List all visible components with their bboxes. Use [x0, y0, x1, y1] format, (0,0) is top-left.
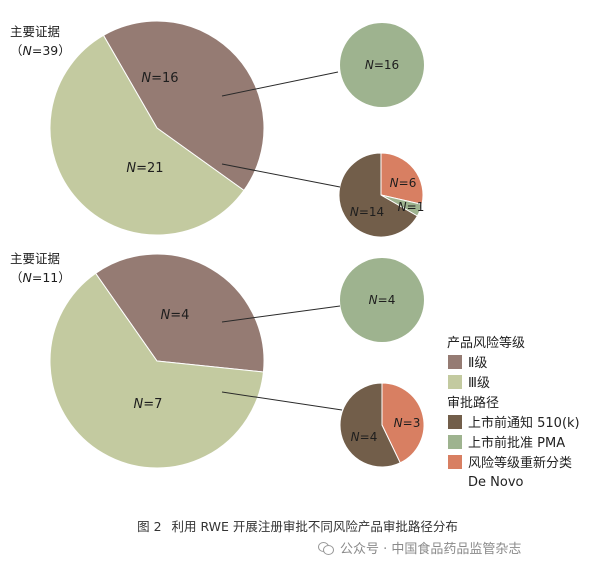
- pie-4-slice-1: [94, 253, 265, 373]
- connector-line-2: [221, 163, 341, 188]
- group-label-count-3: （N=11）: [10, 270, 71, 285]
- pie-chart-2: N=16: [340, 23, 424, 107]
- group-label-title-0: 主要证据: [10, 24, 60, 39]
- pie-chart-6: N=3 N=4: [339, 382, 425, 468]
- pie-5-slice-1: [340, 258, 424, 342]
- pie-1-slice-1: [102, 20, 265, 192]
- pie-2-slice-1: [340, 23, 424, 107]
- group-label-count-0: （N=39）: [10, 43, 71, 58]
- legend-swatch-510k: [448, 415, 462, 429]
- legend-swatch-pma: [448, 435, 462, 449]
- pie-6-slice-2: [339, 382, 401, 468]
- legend-swatch-class-ii: [448, 355, 462, 369]
- pie-charts: N=16 N=21 N=16 N=6 N=1 N=14 N=4 N=7 N=4 N=3 N=4 主要证…: [10, 20, 425, 469]
- connector-line-1: [221, 71, 339, 97]
- pie-3-slice-3-label: N=14: [350, 205, 384, 219]
- pie-1-slice-1-label: N=16: [141, 71, 178, 86]
- pie-4-slice-1-label: N=4: [161, 308, 190, 323]
- legend-label-denovo: 风险等级重新分类: [468, 455, 572, 471]
- wechat-icon: [318, 541, 334, 555]
- pie-6-slice-1: [381, 382, 425, 464]
- pie-4-slice-2: [49, 272, 264, 469]
- legend-label-510k: 上市前通知 510(k): [468, 415, 580, 431]
- pie-chart-4: N=4 N=7: [49, 253, 265, 469]
- pie-1-slice-2: [49, 34, 245, 236]
- pie-1-slice-2-label: N=21: [126, 161, 163, 176]
- legend-label-class-ii: Ⅱ级: [468, 356, 487, 371]
- pie-6-slice-1-label: N=3: [394, 416, 421, 430]
- pie-3-slice-2-label: N=1: [398, 200, 425, 214]
- figure-caption: 图 2 利用 RWE 开展注册审批不同风险产品审批路径分布: [0, 516, 595, 535]
- caption-number: 图 2: [137, 519, 162, 534]
- pie-chart-1: N=16 N=21: [49, 20, 265, 236]
- pie-6-slice-2-label: N=4: [351, 430, 378, 444]
- legend-swatch-denovo: [448, 455, 462, 469]
- pie-3-slice-3: [338, 152, 419, 238]
- legend-label-denovo-en: De Novo: [468, 475, 524, 490]
- watermark: 公众号 · 中国食品药品监管杂志: [318, 538, 521, 557]
- connector-line-3: [221, 305, 341, 323]
- pie-chart-5: N=4: [340, 258, 424, 342]
- pie-2-slice-1-label: N=16: [365, 58, 399, 72]
- caption-text: 利用 RWE 开展注册审批不同风险产品审批路径分布: [171, 519, 458, 534]
- legend-title-pathway: 审批路径: [447, 395, 499, 411]
- pie-chart-3: N=6 N=1 N=14: [338, 152, 425, 238]
- connector-line-4: [221, 391, 343, 411]
- legend-label-pma: 上市前批准 PMA: [468, 435, 565, 451]
- pie-5-slice-1-label: N=4: [369, 293, 396, 307]
- watermark-text: 公众号 · 中国食品药品监管杂志: [340, 542, 522, 557]
- pie-3-slice-1: [380, 152, 424, 205]
- chart-legend: 产品风险等级 Ⅱ级 Ⅲ级 审批路径 上市前通知 510(k) 上市前批准 PMA…: [447, 335, 580, 490]
- pie-3-slice-1-label: N=6: [390, 176, 417, 190]
- legend-swatch-class-iii: [448, 375, 462, 389]
- pie-4-slice-2-label: N=7: [134, 397, 163, 412]
- legend-label-class-iii: Ⅲ级: [468, 376, 490, 391]
- legend-title-risk: 产品风险等级: [447, 335, 525, 351]
- group-label-title-3: 主要证据: [10, 251, 60, 266]
